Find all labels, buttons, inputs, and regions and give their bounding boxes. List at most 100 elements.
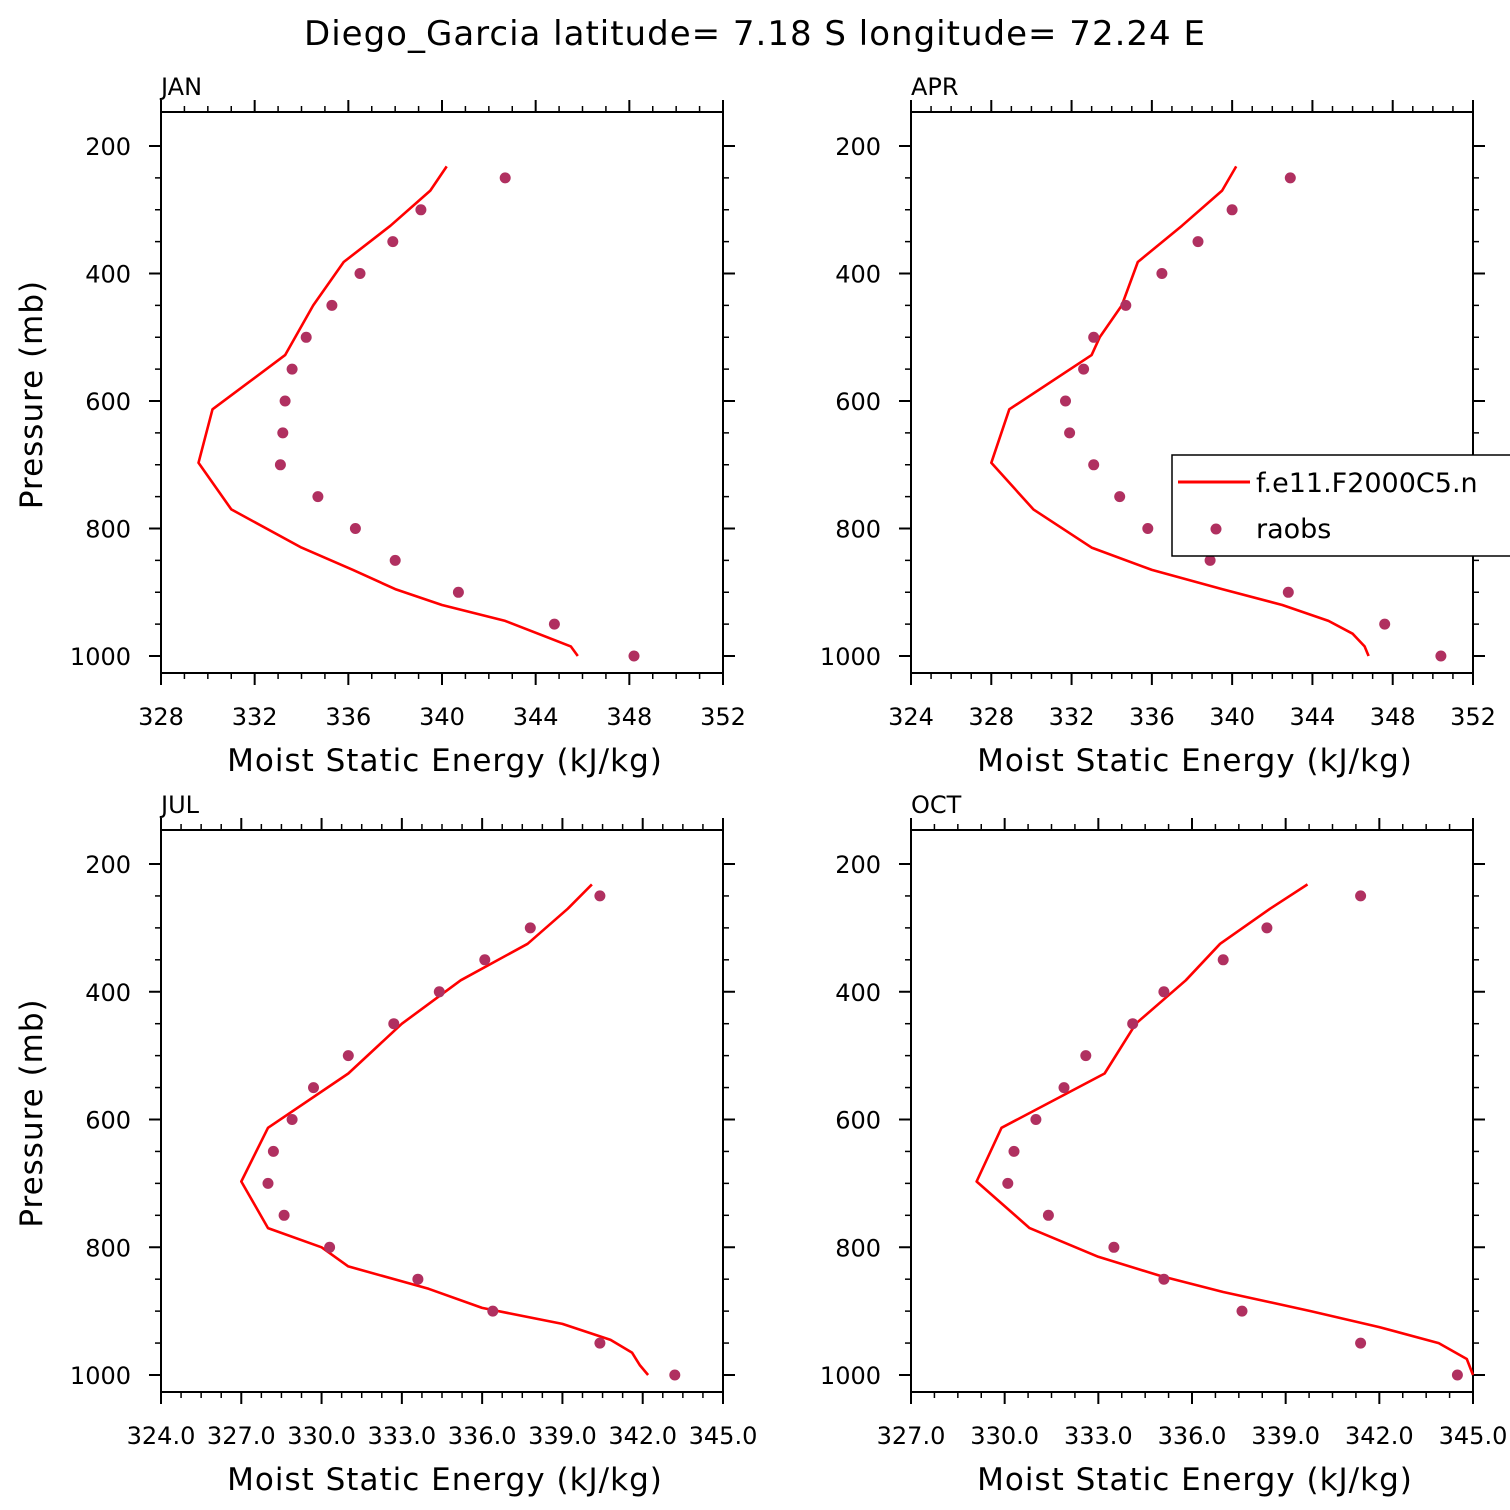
obs-point <box>628 650 640 662</box>
obs-point <box>1088 331 1100 343</box>
obs-point <box>1114 491 1126 503</box>
x-tick-label: 342.0 <box>608 1422 677 1450</box>
x-tick-label: 340 <box>1209 703 1255 731</box>
obs-point <box>387 236 399 248</box>
model-series-line <box>975 883 1475 1376</box>
obs-point <box>1058 1082 1070 1094</box>
model-series-line <box>989 165 1370 657</box>
obs-point <box>594 1337 606 1349</box>
y-tick-label: 400 <box>85 979 131 1007</box>
obs-point <box>1282 586 1294 598</box>
y-tick-label: 600 <box>835 1107 881 1135</box>
obs-point <box>279 395 291 407</box>
figure-title: Diego_Garcia latitude= 7.18 S longitude=… <box>304 14 1206 54</box>
obs-point <box>1158 986 1170 998</box>
x-axis-label: Moist Static Energy (kJ/kg) <box>977 1462 1413 1498</box>
obs-point <box>274 459 286 471</box>
obs-point <box>452 586 464 598</box>
panel-label: OCT <box>911 791 962 819</box>
x-tick-label: 332 <box>1049 703 1095 731</box>
obs-point <box>1156 268 1168 279</box>
legend: f.e11.F2000C5.n raobs <box>1171 454 1510 557</box>
obs-point <box>300 331 312 343</box>
obs-point <box>1142 523 1154 534</box>
obs-point <box>412 1273 424 1285</box>
obs-point <box>415 204 427 216</box>
y-axis-label: Pressure (mb) <box>14 998 50 1227</box>
plot-frame <box>910 111 1474 674</box>
obs-point <box>1379 618 1391 630</box>
obs-point <box>1158 1273 1170 1285</box>
x-axis-label: Moist Static Energy (kJ/kg) <box>227 743 663 779</box>
obs-point <box>1355 890 1367 902</box>
obs-point <box>312 491 324 503</box>
x-tick-label: 328 <box>968 703 1014 731</box>
model-series-line <box>240 883 650 1376</box>
x-tick-label: 339.0 <box>528 1422 597 1450</box>
y-tick-label: 800 <box>835 516 881 544</box>
obs-point <box>669 1369 681 1381</box>
x-tick-label: 344 <box>1290 703 1336 731</box>
y-tick-label: 400 <box>835 979 881 1007</box>
x-tick-label: 336 <box>325 703 371 731</box>
obs-point <box>1008 1145 1020 1157</box>
x-tick-label: 324.0 <box>127 1422 196 1450</box>
obs-point <box>1355 1337 1367 1349</box>
panels: JAN 328 332 336 340 344 348 352 200 400 600 800 1000… <box>14 73 1507 1498</box>
x-tick-label: 336 <box>1129 703 1175 731</box>
x-tick-label: 348 <box>606 703 652 731</box>
legend-obs-marker <box>1210 523 1222 535</box>
panel-jul: JUL 324.0 327.0 330.0 333.0 336.0 339.0 342.0 34… <box>14 791 757 1498</box>
obs-point <box>1192 236 1204 248</box>
y-tick-label: 400 <box>835 261 881 289</box>
obs-point <box>349 523 361 534</box>
x-tick-label: 352 <box>1450 703 1496 731</box>
obs-point <box>267 1145 279 1157</box>
obs-point <box>1451 1369 1463 1381</box>
obs-point <box>1127 1018 1139 1030</box>
obs-point <box>1204 554 1216 566</box>
obs-point <box>262 1177 274 1189</box>
model-series-line <box>197 165 579 657</box>
y-tick-label: 200 <box>835 851 881 879</box>
y-tick-label: 1000 <box>70 1362 131 1390</box>
y-tick-label: 1000 <box>820 643 881 671</box>
obs-point <box>1236 1305 1248 1317</box>
x-tick-label: 324 <box>888 703 934 731</box>
x-tick-label: 332 <box>232 703 278 731</box>
x-tick-label: 333.0 <box>367 1422 436 1450</box>
obs-point <box>389 554 401 566</box>
obs-point <box>342 1050 354 1062</box>
x-tick-label: 339.0 <box>1251 1422 1320 1450</box>
plot-frame <box>910 829 1474 1393</box>
obs-point <box>594 890 606 902</box>
x-tick-label: 327.0 <box>207 1422 276 1450</box>
x-tick-label: 327.0 <box>877 1422 946 1450</box>
y-tick-label: 800 <box>835 1234 881 1262</box>
obs-point <box>1261 922 1273 934</box>
obs-point <box>1060 395 1071 407</box>
y-tick-label: 800 <box>85 1234 131 1262</box>
y-tick-label: 600 <box>835 388 881 416</box>
panel-label: APR <box>911 73 959 101</box>
obs-point <box>278 1209 290 1221</box>
x-tick-label: 330.0 <box>970 1422 1039 1450</box>
x-tick-label: 336.0 <box>1158 1422 1227 1450</box>
x-tick-label: 344 <box>513 703 559 731</box>
legend-model-label: f.e11.F2000C5.n <box>1256 468 1478 499</box>
panel-jan: JAN 328 332 336 340 344 348 352 200 400 600 800 1000… <box>14 73 746 779</box>
obs-point <box>277 427 289 439</box>
obs-point <box>1217 954 1229 966</box>
y-tick-label: 200 <box>85 851 131 879</box>
obs-point <box>1120 299 1132 311</box>
y-tick-label: 800 <box>85 516 131 544</box>
y-tick-label: 200 <box>835 133 881 161</box>
x-tick-label: 345.0 <box>689 1422 758 1450</box>
x-axis-label: Moist Static Energy (kJ/kg) <box>977 743 1413 779</box>
obs-point <box>326 299 338 311</box>
obs-point <box>324 1241 336 1253</box>
x-tick-label: 330.0 <box>287 1422 356 1450</box>
obs-point <box>1042 1209 1054 1221</box>
obs-point <box>1080 1050 1092 1062</box>
x-tick-label: 340 <box>419 703 465 731</box>
